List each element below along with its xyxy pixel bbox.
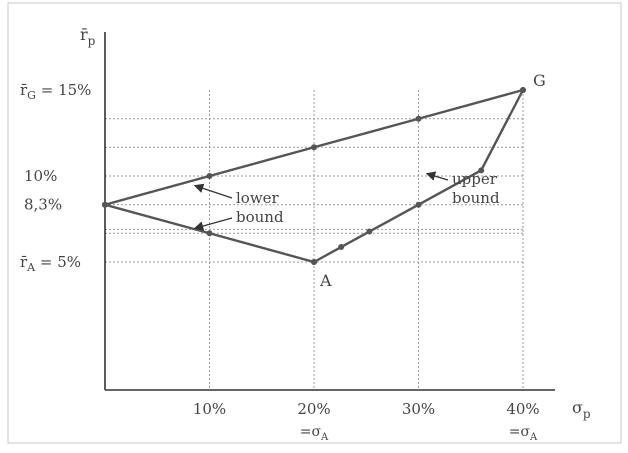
axes xyxy=(104,32,555,391)
data-point-2-5 xyxy=(520,87,526,93)
annotation-0-line-1: bound xyxy=(236,208,284,226)
data-point-0-1 xyxy=(206,173,213,179)
lower-bound-arrow-2 xyxy=(193,217,233,231)
guide-lines xyxy=(105,90,524,390)
x-tick-label-2: 30% xyxy=(402,400,435,418)
point-label-a: A xyxy=(319,271,332,290)
series-line-2 xyxy=(313,89,525,264)
annotation-1-line-0: upper xyxy=(452,170,498,188)
figure-frame xyxy=(7,2,622,444)
data-point-2-1 xyxy=(338,244,345,251)
x-tick-sublabel-3: =σA xyxy=(509,424,538,443)
x-axis-label: σp xyxy=(572,398,591,421)
data-point-0-3 xyxy=(415,115,422,122)
series-group xyxy=(102,87,526,265)
data-point-2-4 xyxy=(478,167,485,174)
data-point-2-2 xyxy=(366,228,373,235)
tick-labels: r̄G = 15% 10% 8,3% r̄A = 5% 10% 20% =σA 30% 40% =… xyxy=(20,25,591,443)
lower-bound-arrow-1 xyxy=(193,183,233,199)
data-point-0-2 xyxy=(311,144,317,151)
point-label-g: G xyxy=(533,71,546,90)
data-point-1-1 xyxy=(206,230,213,237)
y-tick-label-2: 8,3% xyxy=(24,196,62,214)
annotation-0-line-0: lower xyxy=(236,189,280,207)
x-tick-label-3: 40% xyxy=(506,400,539,418)
y-tick-label-1: 10% xyxy=(24,167,57,185)
y-axis-label: r̄p xyxy=(80,25,96,48)
annotation-1-line-1: bound xyxy=(452,189,500,207)
y-tick-label-3: r̄A = 5% xyxy=(20,253,81,274)
y-tick-label-0: r̄G = 15% xyxy=(20,81,91,102)
upper-bound-arrow xyxy=(425,171,449,181)
data-point-2-3 xyxy=(415,201,422,208)
x-tick-label-0: 10% xyxy=(193,400,226,418)
x-tick-label-1: 20% xyxy=(297,400,330,418)
data-point-1-0 xyxy=(102,201,108,208)
data-point-2-0 xyxy=(311,259,317,265)
x-tick-sublabel-1: =σA xyxy=(300,424,329,443)
